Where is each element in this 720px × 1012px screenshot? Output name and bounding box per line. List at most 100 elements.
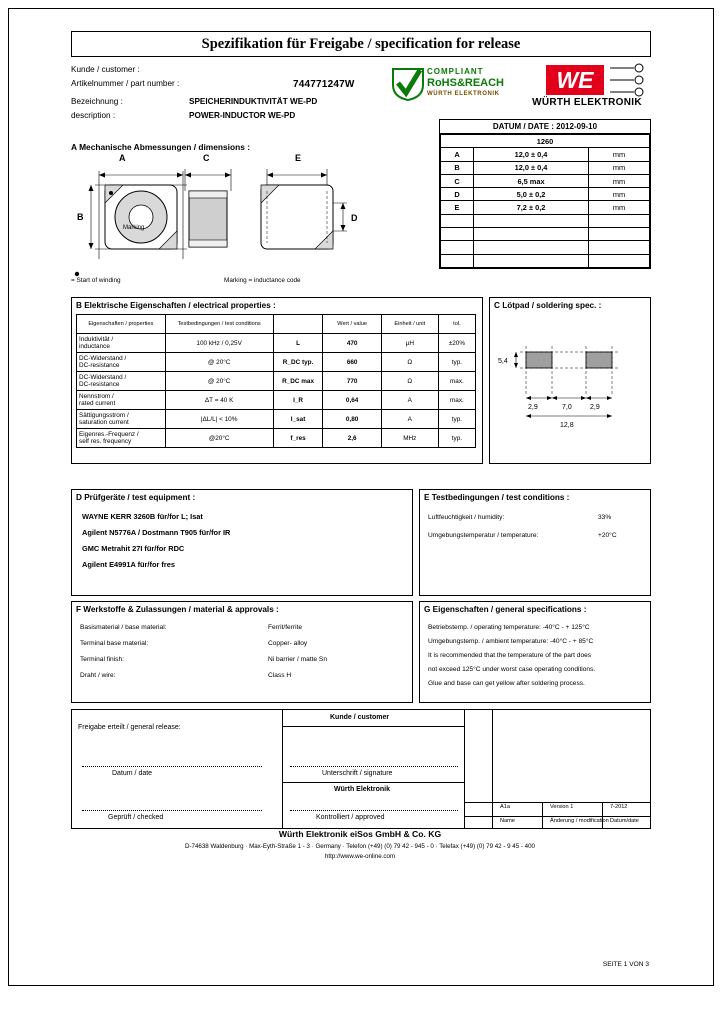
general-spec-line: Umgebungstemp. / ambient temperature: -4… [428, 638, 594, 645]
svg-text:C: C [203, 153, 210, 163]
col-properties: Eigenschaften / properties [76, 314, 166, 334]
mechanical-drawing: A B Marking C [71, 151, 439, 286]
unit-cell: Ω [380, 352, 439, 372]
dim-value [473, 213, 589, 229]
dim-value: 7,2 ± 0,2 [473, 200, 589, 215]
checked-label: Geprüft / checked [108, 814, 164, 821]
prop-en: inductance [79, 343, 110, 350]
tol-cell: typ. [437, 409, 477, 429]
material-value: Ferrit/ferrite [268, 624, 303, 631]
sym-cell: f_res [272, 428, 324, 448]
section-g-general-specs: G Eigenschaften / general specifications… [419, 601, 651, 703]
test-condition-value: +20°C [598, 532, 617, 539]
solder-pad-drawing: 5,4 2,9 7,0 2,9 12,8 [498, 346, 618, 429]
pad-dim-bottom-right: 2,9 [590, 404, 600, 411]
dim-unit [588, 227, 650, 242]
table-row: DC-Widerstand / DC-resistance @ 20°C R_DC… [76, 352, 477, 372]
sym-cell: R_DC max [272, 371, 324, 391]
cond-cell: @20°C [164, 428, 274, 448]
dim-unit [588, 240, 650, 255]
svg-text:E: E [295, 153, 301, 163]
footer-company: Würth Elektronik eiSos GmbH & Co. KG [278, 829, 442, 839]
cond-cell: @ 20°C [164, 371, 274, 391]
dim-sym: C [440, 173, 474, 189]
dim-sym [440, 227, 474, 242]
table-row: E 7,2 ± 0,2 mm [440, 200, 650, 215]
cond-cell: 100 kHz / 0,25V [164, 333, 274, 353]
prop-en: rated current [79, 400, 116, 407]
dim-unit: mm [588, 173, 650, 189]
checkmark-shield-icon [392, 68, 424, 101]
general-spec-line: It is recommended that the temperature o… [428, 652, 592, 659]
table-row: Sättigungsstrom / saturation current |ΔL/… [76, 409, 477, 429]
material-label: Basismaterial / base material: [80, 624, 167, 631]
dim-sym [440, 213, 474, 229]
partnumber-label: Artikelnummer / part number : [71, 79, 180, 88]
section-a-title: A Mechanische Abmessungen / dimensions : [71, 142, 251, 152]
prop-de: DC-Widerstand / [79, 355, 127, 362]
sym-cell: L [272, 333, 324, 353]
section-b-title: B Elektrische Eigenschaften / electrical… [76, 301, 276, 310]
we-mark: WE [546, 65, 604, 95]
material-value: Copper- alloy [268, 640, 308, 647]
footer-address: D-74638 Waldenburg · Max-Eyth-Straße 1 -… [185, 843, 535, 850]
unit-cell: Ω [380, 371, 439, 391]
dim-unit [588, 253, 650, 269]
dim-unit [588, 213, 650, 229]
prop-cell: Induktivität / inductance [76, 333, 166, 353]
unit-cell: A [380, 390, 439, 410]
sym-cell: I_R [272, 390, 324, 410]
wurth-elektronik-logo: WE WÜRTH ELEKTRONIK [526, 63, 648, 115]
date-value: DATUM / DATE : 2012-09-10 [492, 122, 598, 131]
revision-date: 7-2012 [610, 804, 628, 810]
material-label: Draht / wire: [80, 672, 116, 679]
tol-cell: max. [437, 371, 477, 391]
cond-cell: |ΔL/L| < 10% [164, 409, 274, 429]
dim-value: 6,5 max [473, 173, 589, 189]
prop-cell: DC-Widerstand / DC-resistance [76, 352, 166, 372]
pad-dim-bottom-left: 2,9 [528, 404, 538, 411]
test-condition-label: Umgebungstemperatur / temperature: [428, 532, 539, 539]
tol-cell: typ. [437, 428, 477, 448]
table-row [440, 213, 650, 229]
rohs-logo: COMPLIANT RoHS&REACH WÜRTH ELEKTRONIK [391, 65, 504, 105]
page-number: SEITE 1 VON 3 [602, 961, 649, 968]
prop-en: DC-resistance [79, 362, 120, 369]
svg-text:A: A [119, 153, 126, 163]
section-g-title: G Eigenschaften / general specifications… [424, 605, 587, 614]
prop-cell: DC-Widerstand / DC-resistance [76, 371, 166, 391]
general-spec-line: not exceed 125°C under worst case operat… [428, 666, 596, 673]
designation-value: SPEICHERINDUKTIVITÄT WE-PD [189, 97, 318, 106]
table-row [440, 253, 650, 269]
we-signature-label: Würth Elektronik [334, 786, 391, 793]
col-conditions: Testbedingungen / test conditions [164, 314, 274, 334]
prop-de: Nennstrom / [79, 393, 114, 400]
table-row: C 6,5 max mm [440, 173, 650, 189]
pad-dim-bottom-mid: 7,0 [562, 404, 572, 411]
dim-value [473, 227, 589, 242]
prop-cell: Nennstrom / rated current [76, 390, 166, 410]
value-cell: 770 [322, 371, 382, 391]
test-condition-label: Luftfeuchtigkeit / humidity: [428, 514, 505, 521]
material-value: Ni barrier / matte Sn [268, 656, 327, 663]
unit-cell: A [380, 409, 439, 429]
section-c-soldering-spec: C Lötpad / soldering spec. : 5,4 2,9 7,0… [489, 297, 651, 464]
connector-dots-icon [610, 63, 644, 97]
dim-sym: B [440, 160, 474, 175]
table-row: A 12,0 ± 0,4 mm [440, 147, 650, 162]
general-spec-line: Betriebstemp. / operating temperature: -… [428, 624, 590, 631]
dimension-drawing-svg: A B Marking C [74, 153, 358, 277]
table-header-row: Eigenschaften / properties Testbedingung… [76, 314, 477, 334]
document-title-box: Spezifikation für Freigabe / specificati… [71, 31, 651, 57]
test-equipment-item: WAYNE KERR 3260B für/for L; Isat [82, 512, 203, 521]
dim-value: 5,0 ± 0,2 [473, 187, 589, 202]
we-company-name: WÜRTH ELEKTRONIK [532, 97, 642, 108]
tol-cell: ±20% [437, 333, 477, 353]
dim-value: 12,0 ± 0,4 [473, 160, 589, 175]
col-tol: tol. [437, 314, 477, 334]
customer-signature-label: Kunde / customer [330, 714, 390, 721]
prop-cell: Eigenres.-Frequenz / self res. frequency [76, 428, 166, 448]
prop-de: Sättigungsstrom / [79, 412, 129, 419]
dim-unit: mm [588, 200, 650, 215]
